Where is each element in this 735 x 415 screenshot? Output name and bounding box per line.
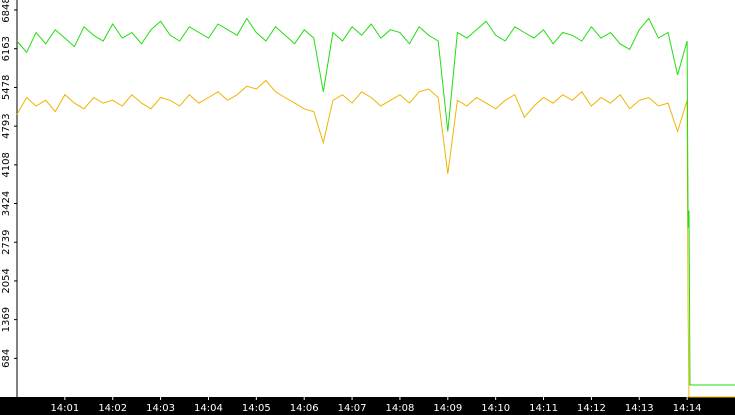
y-tick-label: 684 xyxy=(1,349,12,368)
x-tick-label: 14:07 xyxy=(338,403,367,414)
x-tick-label: 14:01 xyxy=(50,403,79,414)
x-tick-label: 14:10 xyxy=(481,403,510,414)
x-tick-label: 14:02 xyxy=(98,403,127,414)
y-tick-label: 6848 xyxy=(1,0,12,23)
y-tick-label: 3424 xyxy=(1,191,12,216)
x-tick-label: 14:05 xyxy=(242,403,271,414)
series-line xyxy=(16,79,735,398)
x-axis-bar xyxy=(0,397,735,415)
x-tick-label: 14:11 xyxy=(529,403,558,414)
x-tick-label: 14:09 xyxy=(433,403,462,414)
y-tick-label: 1369 xyxy=(1,307,12,332)
x-tick-label: 14:14 xyxy=(673,403,702,414)
x-tick-label: 14:04 xyxy=(194,403,223,414)
y-tick-label: 4793 xyxy=(1,113,12,138)
x-tick-label: 14:08 xyxy=(386,403,415,414)
y-tick-label: 5478 xyxy=(1,75,12,100)
y-tick-label: 6163 xyxy=(1,36,12,61)
x-tick-label: 14:12 xyxy=(577,403,606,414)
y-tick-label: 2739 xyxy=(1,229,12,254)
x-tick-label: 14:03 xyxy=(146,403,175,414)
series-line xyxy=(16,17,735,386)
plot-background xyxy=(0,0,735,397)
x-tick-label: 14:13 xyxy=(625,403,654,414)
y-tick-label: 2054 xyxy=(1,268,12,293)
y-tick-label: 4108 xyxy=(1,152,12,177)
x-tick-label: 14:06 xyxy=(290,403,319,414)
